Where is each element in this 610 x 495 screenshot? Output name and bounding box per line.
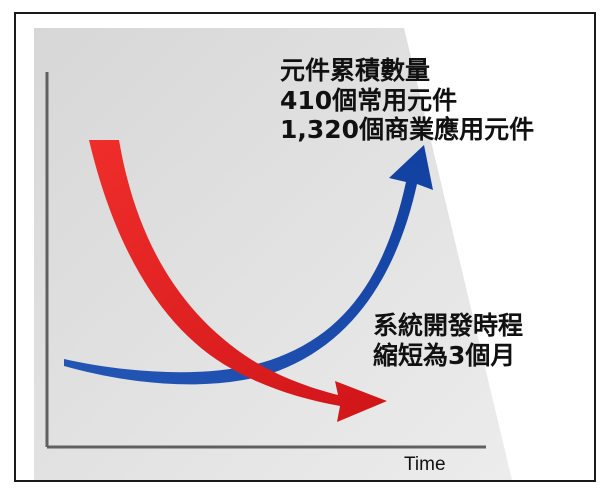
development-time-line-2: 縮短為3個月 (373, 340, 516, 370)
cumulative-components-text: 元件累積數量 410個常用元件 1,320個商業應用元件 (280, 56, 534, 145)
cumulative-components-line-1: 元件累積數量 (280, 56, 431, 85)
cumulative-components-line-2: 410個常用元件 (280, 85, 458, 115)
red-falling-arrow (89, 140, 387, 422)
diagram-canvas (34, 28, 512, 480)
x-axis-label: Time (404, 454, 446, 475)
background-panel (34, 28, 512, 480)
development-time-line-1: 系統開發時程 (373, 311, 524, 340)
blue-rising-arrow (64, 145, 433, 385)
development-time-text: 系統開發時程 縮短為3個月 (373, 311, 523, 370)
cumulative-components-line-3: 1,320個商業應用元件 (280, 115, 535, 144)
figure-frame: 元件累積數量 410個常用元件 1,320個商業應用元件 系統開發時程 縮短為3… (14, 12, 596, 482)
